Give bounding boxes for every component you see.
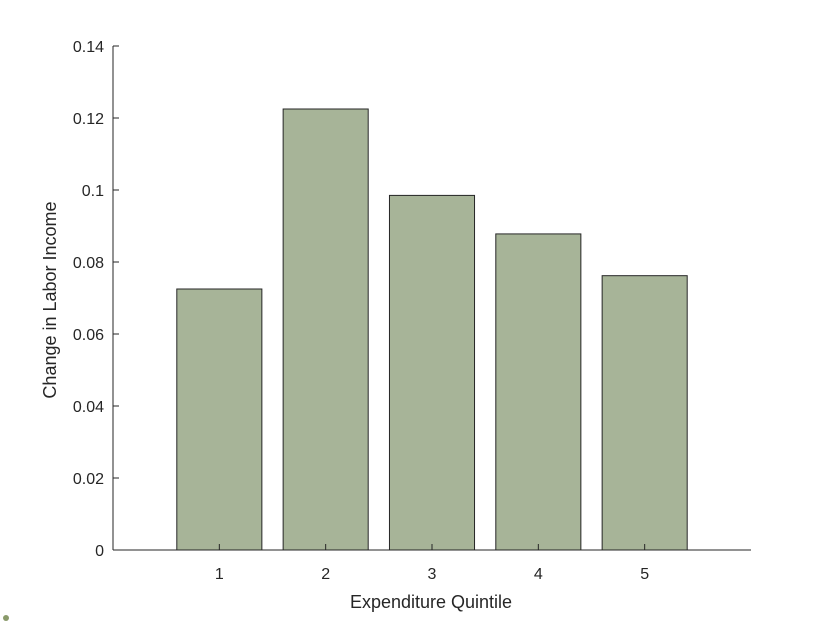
bar-quintile-3 [388,194,476,551]
bar-quintile-2 [282,108,369,551]
x-tick-label: 2 [321,566,330,583]
bars-group [176,108,688,551]
y-axis-ticks: 0 0.02 0.04 0.06 0.08 0.1 0.12 0.14 [73,39,119,560]
y-tick-label: 0.08 [73,255,104,272]
x-tick-label: 3 [428,566,437,583]
corner-dot-icon [3,615,9,621]
y-tick-label: 0.12 [73,111,104,128]
x-tick-label: 5 [640,566,649,583]
y-tick-label: 0 [95,543,104,560]
y-tick-label: 0.04 [73,399,104,416]
bar-quintile-4 [495,233,582,551]
y-tick-label: 0.14 [73,39,104,56]
y-tick-label: 0.02 [73,471,104,488]
x-tick-label: 1 [215,566,224,583]
bar-quintile-1 [176,288,263,551]
x-axis-title: Expenditure Quintile [350,592,512,612]
y-axis-title: Change in Labor Income [40,201,60,398]
y-tick-label: 0.06 [73,327,104,344]
y-tick-label: 0.1 [82,183,104,200]
bar-quintile-5 [601,275,688,551]
x-tick-label: 4 [534,566,543,583]
x-axis-ticks: 1 2 3 4 5 [215,544,649,583]
